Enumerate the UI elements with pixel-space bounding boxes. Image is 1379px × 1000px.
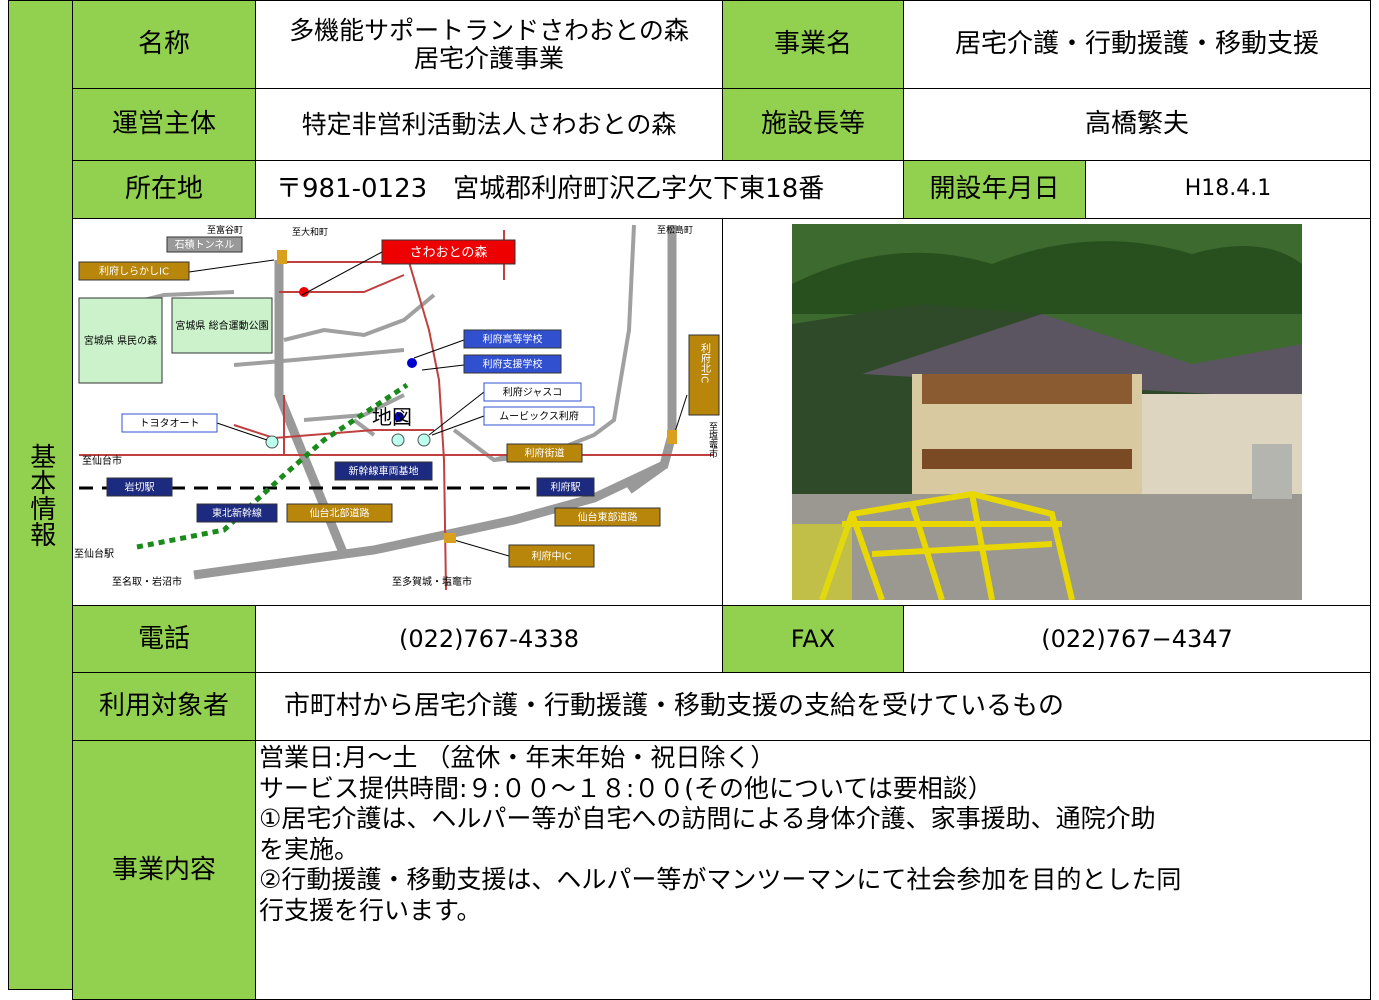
label-cell: 名称 <box>72 0 256 89</box>
label-cell: 事業内容 <box>72 740 256 1000</box>
map-label-box <box>554 507 660 526</box>
map-label: 至大和町 <box>292 226 328 238</box>
value-cell: H18.4.1 <box>1085 160 1371 219</box>
map-label: 利府しらかしIC <box>99 264 169 277</box>
value-cell: 居宅介護・行動援護・移動支援 <box>903 0 1371 89</box>
map-cell: 至富谷町石積トンネル 至大和町 至松島町さわおとの森利府しらかしIC 宮城県 県民の森… <box>72 218 723 606</box>
map-label: 利府駅 <box>550 480 580 493</box>
map-label: 至名取・岩沼市 <box>112 575 182 588</box>
content-line: 営業日:月～土 （盆休・年末年始・祝日除く） <box>259 743 776 772</box>
label-cell: 利用対象者 <box>72 672 256 741</box>
map-label: 利府ジャスコ <box>502 385 562 398</box>
value-cell: 高橋繁夫 <box>903 88 1371 161</box>
content-line: 行支援を行います。 <box>259 895 482 925</box>
map-label-box <box>483 406 594 425</box>
map-label: 石積トンネル <box>174 238 234 251</box>
value-cell: (022)767−4347 <box>903 605 1371 673</box>
label-cell: 電話 <box>72 605 256 673</box>
map-label-box <box>381 239 515 264</box>
map-label-box <box>121 413 217 432</box>
content-line: を実施。 <box>259 834 360 864</box>
map-label: 東北新幹線 <box>212 506 262 519</box>
map-label-box <box>536 477 594 496</box>
map-label: 利府北IC <box>698 342 710 382</box>
map-label: 至仙台市 <box>82 454 122 467</box>
label-cell: 所在地 <box>72 160 256 219</box>
value-cell: 多機能サポートランドさわおとの森 居宅介護事業 <box>255 0 723 89</box>
map-label: 至仙台駅 <box>74 547 114 560</box>
map-label: 至松島町 <box>657 224 693 236</box>
photo-cell <box>722 218 1371 606</box>
section-label: 基本情報 <box>25 443 56 547</box>
map-label: 利府支援学校 <box>482 357 542 370</box>
map-label-box <box>166 236 242 252</box>
map-label-box <box>688 334 719 415</box>
map-label: 利府高等学校 <box>482 332 542 345</box>
value-cell: 特定非営利活動法人さわおとの森 <box>255 88 723 161</box>
map-label-box <box>508 544 594 567</box>
map-label-box <box>196 503 277 522</box>
map-label: 利府中IC <box>531 549 571 562</box>
map-label: 新幹線車両基地 <box>348 464 418 477</box>
map-label-box <box>171 297 272 353</box>
map-label: トヨタオート <box>139 417 199 429</box>
map-label-box <box>106 477 172 496</box>
label-cell: FAX <box>722 605 904 673</box>
name-line: 多機能サポートランドさわおとの森 <box>289 16 689 45</box>
map-label: ムービックス利府 <box>499 409 579 422</box>
map-label-box <box>334 461 432 480</box>
label-cell: 事業名 <box>722 0 904 89</box>
map-label-box <box>463 329 561 348</box>
content-line: ②行動援護・移動支援は、ヘルパー等がマンツーマンにて社会参加を目的とした同 <box>259 865 1182 894</box>
map-label: 利府街道 <box>524 446 564 459</box>
map-label: 宮城県 総合運動公園 <box>175 319 268 332</box>
map-label-box <box>463 354 561 373</box>
map-label: 宮城県 県民の森 <box>83 334 156 347</box>
map-label-box <box>78 261 189 280</box>
value-cell: 営業日:月～土 （盆休・年末年始・祝日除く） サービス提供時間:９:００～１８:０… <box>255 740 1371 1000</box>
map-label: 仙台北部道路 <box>309 506 369 519</box>
side-cell: 基本情報 <box>8 0 73 990</box>
map-label-box <box>78 297 162 383</box>
map-label: 岩切駅 <box>124 480 154 493</box>
photo <box>791 224 1302 600</box>
map-label: 至塩竈市 <box>707 421 718 458</box>
value-cell: (022)767-4338 <box>255 605 723 673</box>
content-line: ①居宅介護は、ヘルパー等が自宅への訪問による身体介護、家事援助、通院介助 <box>259 804 1156 833</box>
map-label-box <box>483 382 581 401</box>
label-cell: 運営主体 <box>72 88 256 161</box>
map-label: 至多賀城・塩竈市 <box>392 575 472 588</box>
content-line: サービス提供時間:９:００～１８:００(その他については要相談） <box>259 773 993 803</box>
map-label: 地図 <box>372 405 412 429</box>
label-cell: 開設年月日 <box>903 160 1086 219</box>
value-cell: 市町村から居宅介護・行動援護・移動支援の支給を受けているもの <box>255 672 1371 741</box>
name-line: 居宅介護事業 <box>413 43 564 73</box>
map-label: 仙台東部道路 <box>577 510 637 523</box>
label-cell: 施設長等 <box>722 88 904 161</box>
value-cell: 〒981-0123 宮城郡利府町沢乙字欠下東18番 <box>255 160 904 219</box>
map-label: さわおとの森 <box>409 245 487 260</box>
map-label-box <box>506 443 582 462</box>
map-label: 至富谷町 <box>207 224 243 236</box>
map-label-box <box>286 503 392 522</box>
